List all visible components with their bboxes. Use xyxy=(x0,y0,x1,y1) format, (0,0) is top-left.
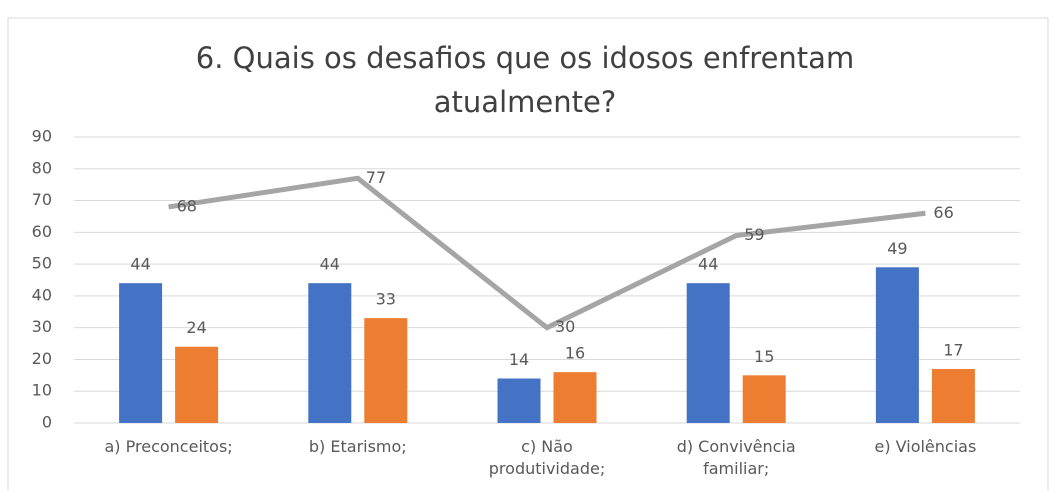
data-label: 14 xyxy=(509,350,529,369)
data-label: 15 xyxy=(754,347,774,366)
y-tick-label: 60 xyxy=(32,222,52,241)
data-label: 44 xyxy=(320,255,340,274)
bar xyxy=(931,368,975,423)
bar xyxy=(364,318,408,423)
data-label: 30 xyxy=(555,317,575,336)
x-tick-label: b) Etarismo; xyxy=(308,437,407,456)
y-tick-label: 80 xyxy=(32,158,52,177)
data-label: 33 xyxy=(376,290,396,309)
bar xyxy=(686,283,730,423)
data-label: 44 xyxy=(698,255,718,274)
y-tick-label: 10 xyxy=(32,381,52,400)
bar xyxy=(175,346,219,423)
y-tick-label: 20 xyxy=(32,349,52,368)
data-label: 59 xyxy=(744,225,764,244)
data-label: 66 xyxy=(933,203,953,222)
bar xyxy=(308,283,352,423)
x-tick-label: d) Convivência familiar; xyxy=(676,437,796,478)
y-tick-label: 30 xyxy=(32,317,52,336)
y-tick-label: 40 xyxy=(32,285,52,304)
x-tick-label: a) Preconceitos; xyxy=(104,437,233,456)
x-tick-label: c) Não produtividade; xyxy=(488,437,606,478)
y-tick-label: 0 xyxy=(42,413,52,432)
data-label: 68 xyxy=(177,196,197,215)
y-tick-label: 70 xyxy=(32,190,52,209)
y-tick-label: 90 xyxy=(32,127,52,146)
data-label: 49 xyxy=(887,239,907,258)
y-tick-label: 50 xyxy=(32,254,52,273)
line xyxy=(168,175,926,331)
bar xyxy=(553,372,597,423)
x-tick-label: e) Violências xyxy=(874,437,977,456)
data-label: 16 xyxy=(565,344,585,363)
bar xyxy=(875,267,919,423)
chart-title: 6. Quais os desafios que os idosos enfre… xyxy=(195,41,855,119)
bar xyxy=(497,378,541,423)
bar xyxy=(742,375,786,423)
chart-border xyxy=(7,17,1049,491)
data-label: 17 xyxy=(943,340,963,359)
data-label: 44 xyxy=(130,255,150,274)
data-label: 77 xyxy=(366,168,386,187)
data-label: 24 xyxy=(186,318,206,337)
bar xyxy=(119,283,163,423)
